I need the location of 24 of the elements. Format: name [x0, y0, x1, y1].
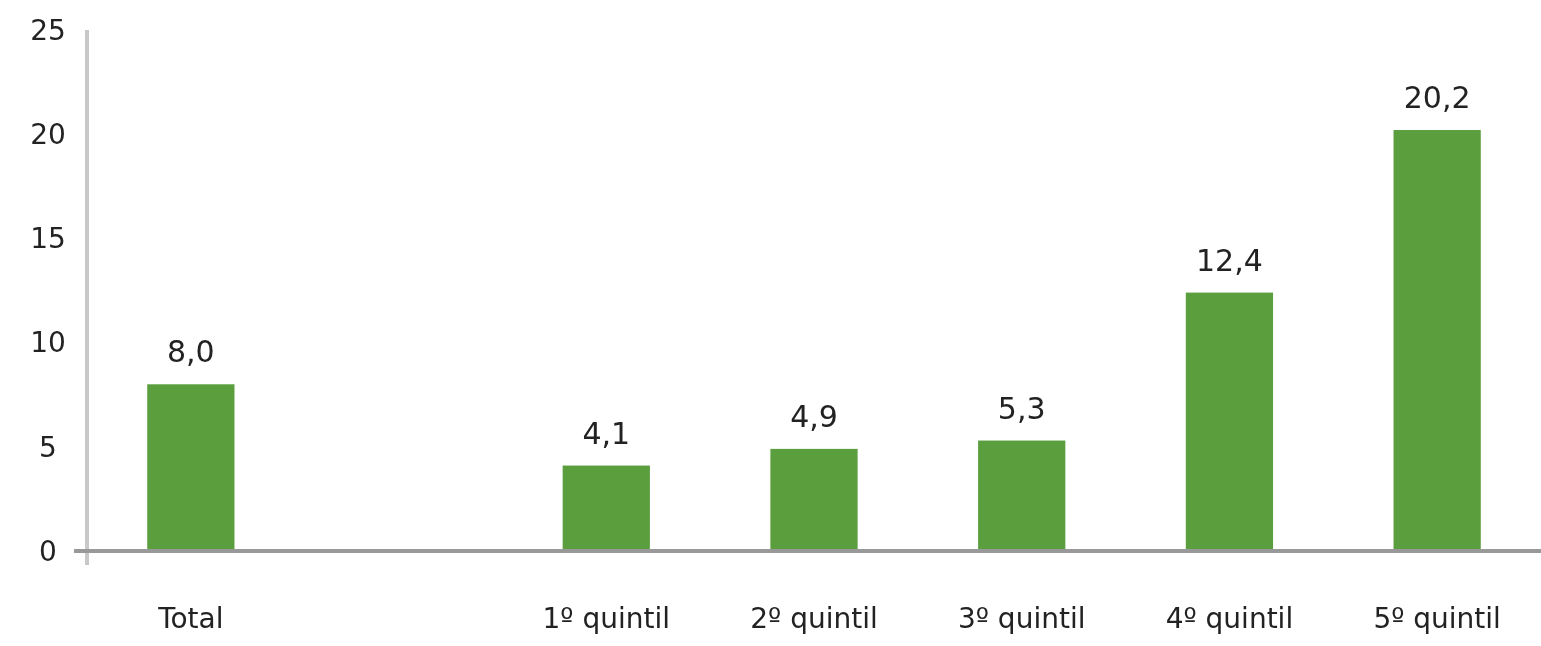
- bar: [978, 440, 1066, 551]
- data-label: 12,4: [1196, 242, 1263, 278]
- y-tick-label: 15: [30, 222, 66, 256]
- data-label: 8,0: [167, 334, 215, 370]
- y-tick-label: 5: [39, 430, 57, 464]
- bar: [1185, 292, 1274, 551]
- y-tick-label: 10: [30, 326, 66, 360]
- bar: [562, 465, 650, 551]
- data-label: 4,1: [582, 415, 631, 451]
- bar: [770, 448, 858, 551]
- y-tick-label: 0: [39, 534, 57, 568]
- x-tick-label: 5º quintil: [1373, 602, 1501, 635]
- bar: [147, 384, 235, 551]
- bar: [1393, 130, 1481, 551]
- x-tick-label: Total: [157, 602, 224, 635]
- data-label: 5,3: [997, 390, 1046, 426]
- x-tick-label: 2º quintil: [750, 602, 878, 635]
- data-label: 4,9: [790, 398, 838, 434]
- x-tick-label: 4º quintil: [1165, 602, 1294, 635]
- x-tick-label: 3º quintil: [957, 602, 1086, 635]
- y-tick-label: 20: [30, 118, 66, 151]
- y-tick-label: 25: [30, 13, 66, 47]
- data-label: 20,2: [1403, 80, 1471, 116]
- x-tick-label: 1º quintil: [542, 602, 671, 635]
